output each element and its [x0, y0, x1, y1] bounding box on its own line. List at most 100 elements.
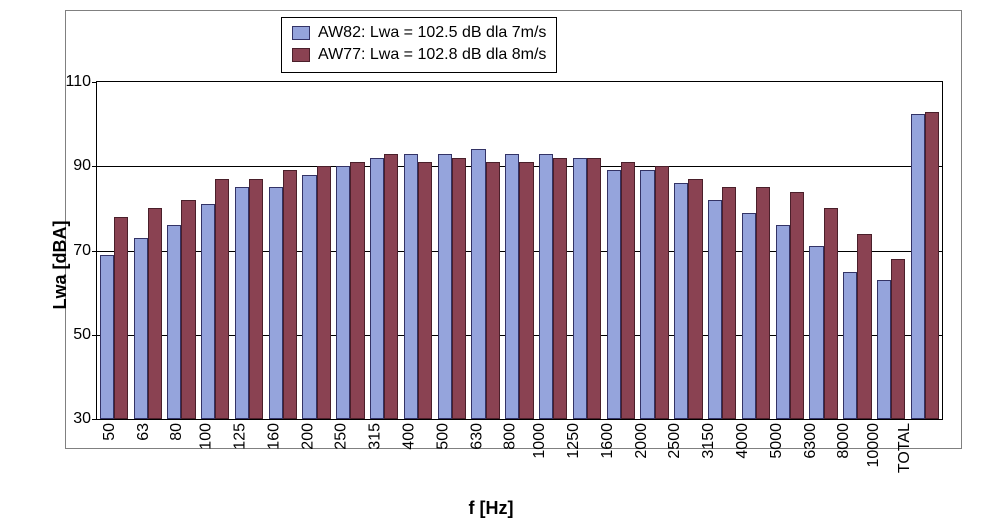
bar-AW82 — [201, 204, 215, 419]
bar-AW82 — [438, 154, 452, 419]
x-tick-label: 50 — [105, 405, 123, 423]
bar-AW82 — [302, 175, 316, 419]
bar-AW77 — [655, 166, 669, 419]
bar-AW82 — [370, 158, 384, 419]
bar-AW77 — [722, 187, 736, 419]
bar-AW82 — [674, 183, 688, 419]
bar-AW77 — [215, 179, 229, 419]
x-tick-label: 63 — [139, 405, 157, 423]
bar-group: 100 — [198, 82, 232, 419]
bar-group: 315 — [367, 82, 401, 419]
x-tick-label: TOTAL — [900, 373, 918, 423]
x-tick-label: 8000 — [840, 387, 858, 423]
bar-AW77 — [148, 208, 162, 419]
x-tick-label: 10000 — [869, 379, 887, 424]
x-tick-label: 2500 — [671, 387, 689, 423]
legend-item-1: AW82: Lwa = 102.5 dB dla 7m/s — [292, 22, 546, 44]
y-tick-mark — [92, 419, 97, 420]
bar-groups: 5063801001251602002503154005006308001000… — [97, 82, 942, 419]
x-tick-label: 800 — [506, 396, 524, 423]
y-tick-label: 50 — [73, 326, 91, 344]
y-tick-label: 90 — [73, 157, 91, 175]
bar-AW82 — [505, 154, 519, 419]
bar-AW82 — [539, 154, 553, 419]
bar-AW77 — [181, 200, 195, 419]
bar-AW77 — [418, 162, 432, 419]
bar-group: 2500 — [672, 82, 706, 419]
bar-AW77 — [486, 162, 500, 419]
bar-group: 1000 — [536, 82, 570, 419]
bar-AW82 — [708, 200, 722, 419]
bar-AW77 — [519, 162, 533, 419]
bar-group: 80 — [165, 82, 199, 419]
bar-group: 63 — [131, 82, 165, 419]
bar-group: 250 — [334, 82, 368, 419]
bar-AW77 — [756, 187, 770, 419]
y-axis-title: Lwa [dBA] — [50, 220, 71, 309]
bar-AW77 — [688, 179, 702, 419]
bar-AW77 — [114, 217, 128, 419]
bar-AW82 — [607, 170, 621, 419]
legend-swatch-1 — [292, 26, 310, 40]
bar-AW77 — [587, 158, 601, 419]
x-tick-label: 1600 — [603, 387, 621, 423]
bar-group: 6300 — [807, 82, 841, 419]
x-tick-label: 200 — [303, 396, 321, 423]
x-tick-label: 500 — [439, 396, 457, 423]
bar-AW77 — [317, 166, 331, 419]
y-tick-label: 30 — [73, 410, 91, 428]
x-tick-label: 160 — [270, 396, 288, 423]
bar-AW77 — [350, 162, 364, 419]
bar-group: TOTAL — [908, 82, 942, 419]
bar-group: 4000 — [739, 82, 773, 419]
bar-group: 125 — [232, 82, 266, 419]
bar-AW82 — [573, 158, 587, 419]
bar-group: 2000 — [638, 82, 672, 419]
x-tick-label: 2000 — [637, 387, 655, 423]
bar-group: 5000 — [773, 82, 807, 419]
bar-group: 10000 — [874, 82, 908, 419]
legend: AW82: Lwa = 102.5 dB dla 7m/s AW77: Lwa … — [281, 17, 557, 73]
bar-AW77 — [249, 179, 263, 419]
bar-AW77 — [553, 158, 567, 419]
bar-group: 500 — [435, 82, 469, 419]
bar-AW77 — [452, 158, 466, 419]
x-tick-label: 5000 — [772, 387, 790, 423]
bar-AW82 — [167, 225, 181, 419]
y-tick-label: 110 — [65, 73, 91, 91]
bar-group: 50 — [97, 82, 131, 419]
y-tick-label: 70 — [73, 242, 91, 260]
plot-area: 3050709011050638010012516020025031540050… — [96, 81, 943, 420]
x-tick-label: 630 — [472, 396, 490, 423]
bar-group: 3150 — [705, 82, 739, 419]
bar-AW82 — [100, 255, 114, 419]
x-tick-label: 250 — [337, 396, 355, 423]
bar-group: 630 — [469, 82, 503, 419]
x-tick-label: 100 — [202, 396, 220, 423]
bar-AW82 — [471, 149, 485, 419]
x-tick-label: 315 — [371, 396, 389, 423]
bar-group: 400 — [401, 82, 435, 419]
bar-AW77 — [283, 170, 297, 419]
bar-group: 1250 — [570, 82, 604, 419]
x-tick-label: 6300 — [806, 387, 824, 423]
bar-AW82 — [404, 154, 418, 419]
bar-group: 160 — [266, 82, 300, 419]
x-tick-label: 125 — [236, 396, 254, 423]
bar-AW82 — [336, 166, 350, 419]
legend-label-2: AW77: Lwa = 102.8 dB dla 8m/s — [318, 44, 546, 66]
bar-AW82 — [134, 238, 148, 419]
x-tick-label: 400 — [405, 396, 423, 423]
x-tick-label: 80 — [173, 405, 191, 423]
bar-AW77 — [824, 208, 838, 419]
bar-AW77 — [621, 162, 635, 419]
bar-AW82 — [640, 170, 654, 419]
chart-frame: AW82: Lwa = 102.5 dB dla 7m/s AW77: Lwa … — [65, 10, 962, 449]
bar-group: 800 — [503, 82, 537, 419]
bar-AW82 — [269, 187, 283, 419]
x-axis-title: f [Hz] — [0, 498, 982, 519]
legend-item-2: AW77: Lwa = 102.8 dB dla 8m/s — [292, 44, 546, 66]
bar-group: 8000 — [841, 82, 875, 419]
legend-label-1: AW82: Lwa = 102.5 dB dla 7m/s — [318, 22, 546, 44]
x-tick-label: 3150 — [704, 387, 722, 423]
